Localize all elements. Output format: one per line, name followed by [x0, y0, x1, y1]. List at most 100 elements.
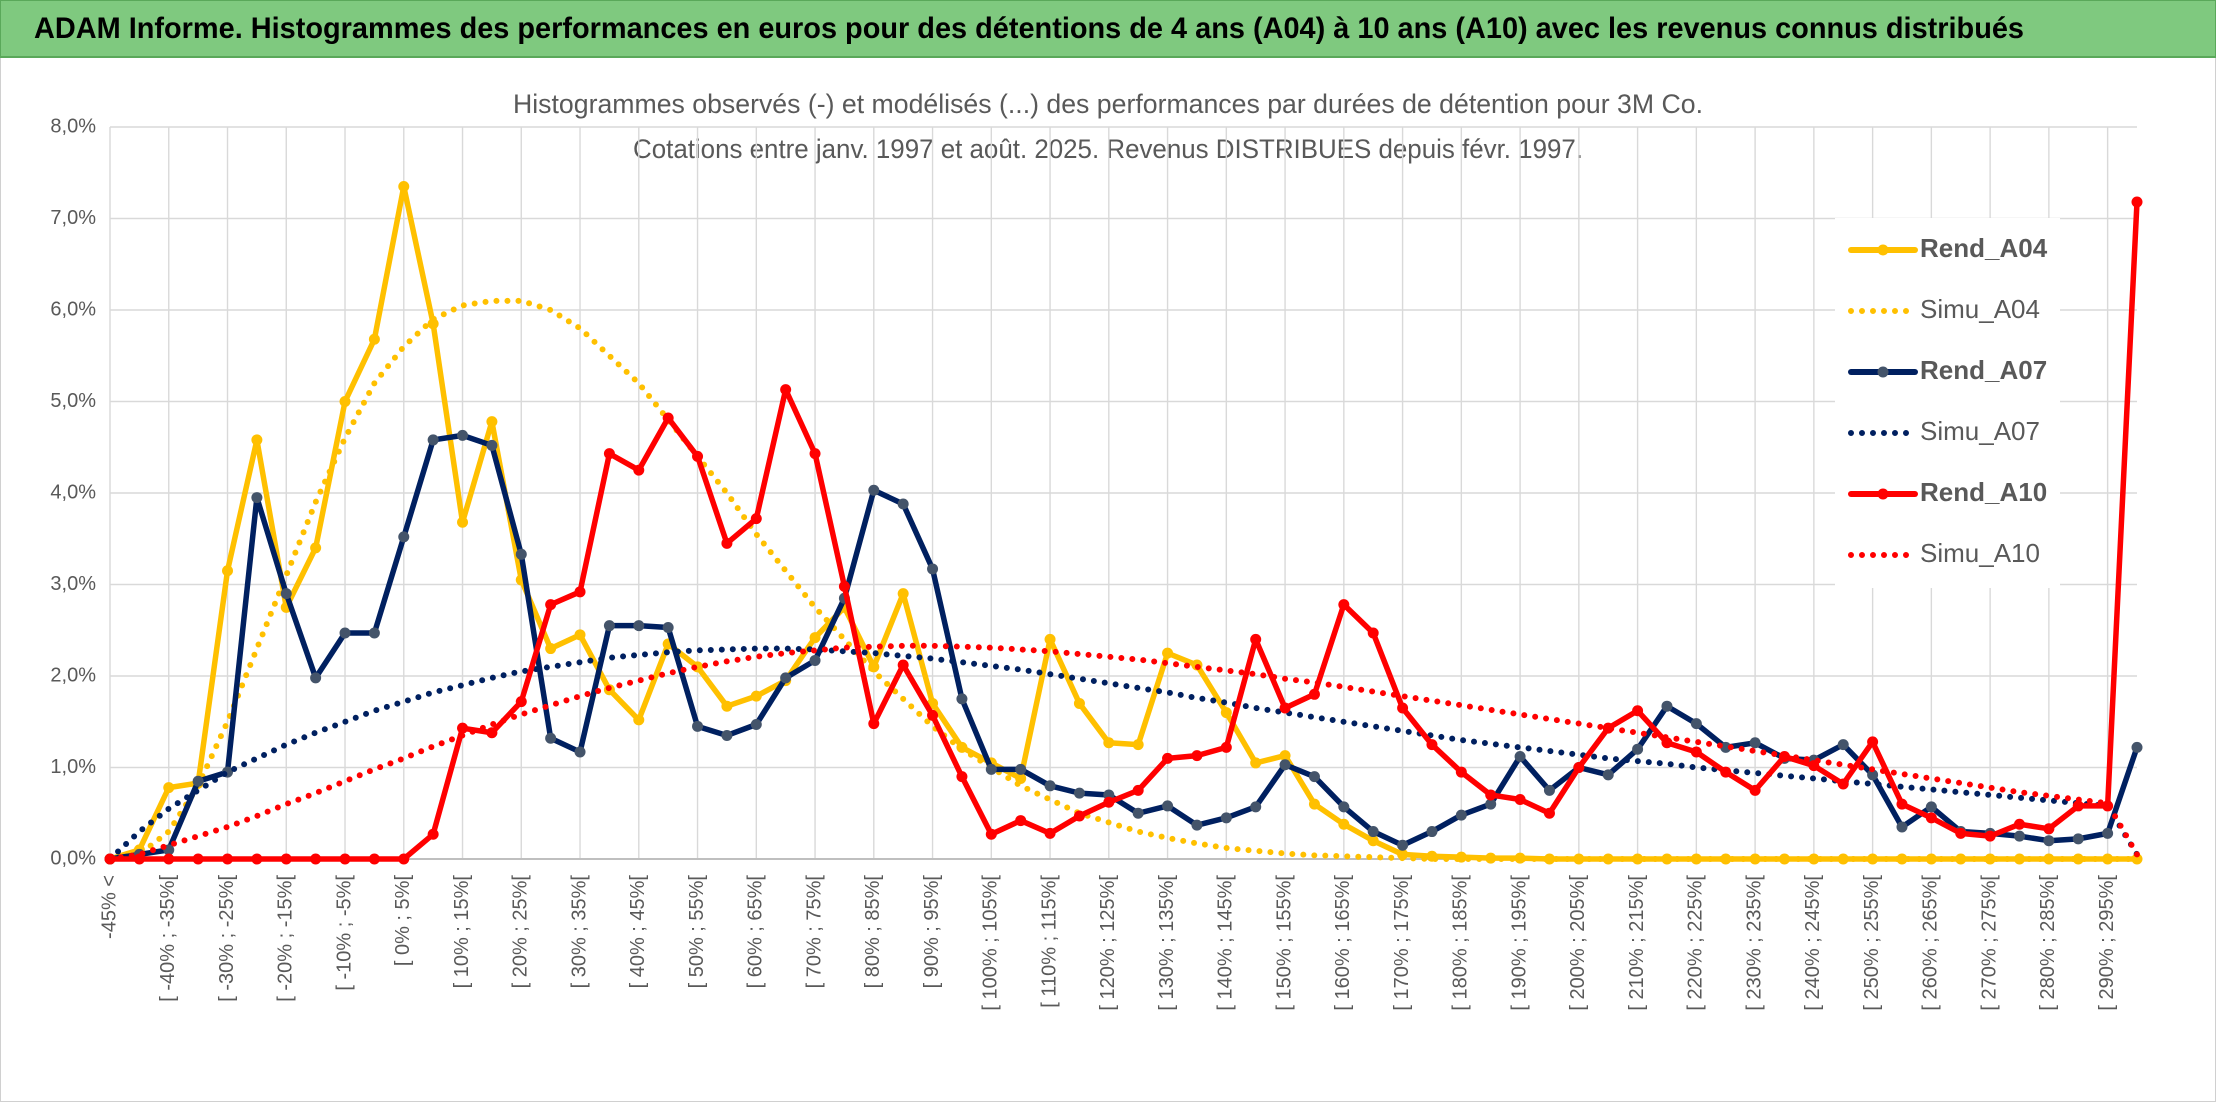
- x-tick-label: [ 160% ; 165%[: [1332, 875, 1354, 1011]
- marker: [486, 416, 498, 428]
- marker: [163, 782, 175, 794]
- marker: [662, 622, 674, 634]
- series-line: [107, 297, 2140, 862]
- x-tick-label: [ 30% ; 35%[: [568, 875, 590, 989]
- marker: [1103, 737, 1115, 749]
- marker: [192, 775, 204, 787]
- marker: [1044, 633, 1056, 645]
- x-tick-label: [ 290% ; 295%[: [2096, 875, 2118, 1011]
- marker: [398, 531, 410, 543]
- marker: [1367, 627, 1379, 639]
- marker: [1250, 633, 1262, 645]
- marker: [1279, 702, 1291, 714]
- marker: [1749, 737, 1761, 749]
- marker: [163, 853, 175, 865]
- marker: [780, 384, 792, 396]
- marker: [1925, 812, 1937, 824]
- series-line: [107, 199, 2140, 862]
- marker: [1191, 819, 1203, 831]
- marker: [1867, 769, 1879, 781]
- marker: [1720, 853, 1732, 865]
- marker: [2013, 818, 2025, 830]
- marker: [310, 853, 322, 865]
- legend-label: Simu_A10: [1920, 538, 2040, 568]
- marker: [692, 450, 704, 462]
- marker: [1720, 766, 1732, 778]
- marker: [545, 599, 557, 611]
- marker: [1602, 769, 1614, 781]
- x-tick-label: [ -20% ; -15%[: [275, 875, 297, 1002]
- marker: [251, 434, 263, 446]
- marker: [2131, 741, 2143, 753]
- x-tick-label: [ 280% ; 285%[: [2037, 875, 2059, 1011]
- marker: [1250, 757, 1262, 769]
- x-tick-label: [ 90% ; 95%[: [921, 875, 943, 989]
- marker: [1690, 718, 1702, 730]
- marker: [1044, 780, 1056, 792]
- marker: [868, 484, 880, 496]
- x-tick-label: [ 230% ; 235%[: [1743, 875, 1765, 1011]
- marker: [692, 720, 704, 732]
- x-tick-label: [ -10% ; -5%[: [333, 875, 355, 991]
- marker: [1132, 739, 1144, 751]
- marker: [1220, 741, 1232, 753]
- x-tick-label: -45% <: [98, 875, 120, 939]
- marker: [1220, 707, 1232, 719]
- x-tick-label: [ 40% ; 45%[: [627, 875, 649, 989]
- marker: [750, 513, 762, 525]
- marker: [633, 464, 645, 476]
- x-tick-label: [ 70% ; 75%[: [803, 875, 825, 989]
- x-tick-label: [ 270% ; 275%[: [1978, 875, 2000, 1011]
- x-tick-label: [ 0% ; 5%[: [392, 875, 414, 967]
- marker: [1455, 766, 1467, 778]
- marker: [251, 492, 263, 504]
- marker: [486, 727, 498, 739]
- marker: [1162, 647, 1174, 659]
- marker: [1690, 746, 1702, 758]
- marker: [1308, 771, 1320, 783]
- marker: [1720, 741, 1732, 753]
- marker: [1514, 751, 1526, 763]
- marker: [1749, 784, 1761, 796]
- marker: [2102, 827, 2114, 839]
- marker: [368, 333, 380, 345]
- marker: [2072, 800, 2084, 812]
- marker: [280, 588, 292, 600]
- marker: [1015, 815, 1027, 827]
- marker: [897, 588, 909, 600]
- marker: [339, 627, 351, 639]
- marker: [1426, 739, 1438, 751]
- marker: [721, 700, 733, 712]
- marker: [1250, 801, 1262, 813]
- marker: [1367, 826, 1379, 838]
- marker: [1397, 839, 1409, 851]
- x-tick-label: [ 180% ; 185%[: [1450, 875, 1472, 1011]
- marker: [809, 448, 821, 460]
- marker: [1397, 702, 1409, 714]
- marker: [457, 429, 469, 441]
- marker: [633, 714, 645, 726]
- x-tick-label: [ 210% ; 215%[: [1626, 875, 1648, 1011]
- marker: [809, 632, 821, 644]
- marker: [310, 542, 322, 554]
- marker: [1867, 736, 1879, 748]
- x-tick-label: [ 200% ; 205%[: [1567, 875, 1589, 1011]
- marker: [368, 853, 380, 865]
- marker: [457, 516, 469, 528]
- marker: [1015, 763, 1027, 775]
- marker: [280, 853, 292, 865]
- marker: [1220, 812, 1232, 824]
- legend-marker: [1877, 366, 1889, 378]
- marker: [1191, 750, 1203, 762]
- marker: [1338, 801, 1350, 813]
- marker: [2131, 853, 2143, 865]
- marker: [985, 828, 997, 840]
- x-tick-label: [ 100% ; 105%[: [980, 875, 1002, 1011]
- marker: [1073, 787, 1085, 799]
- chart-title: Histogrammes observés (-) et modélisés (…: [513, 89, 1703, 119]
- x-tick-label: [ 60% ; 65%[: [745, 875, 767, 989]
- legend-bg: [1835, 218, 2060, 588]
- marker: [1543, 807, 1555, 819]
- marker: [1162, 800, 1174, 812]
- marker: [1837, 739, 1849, 751]
